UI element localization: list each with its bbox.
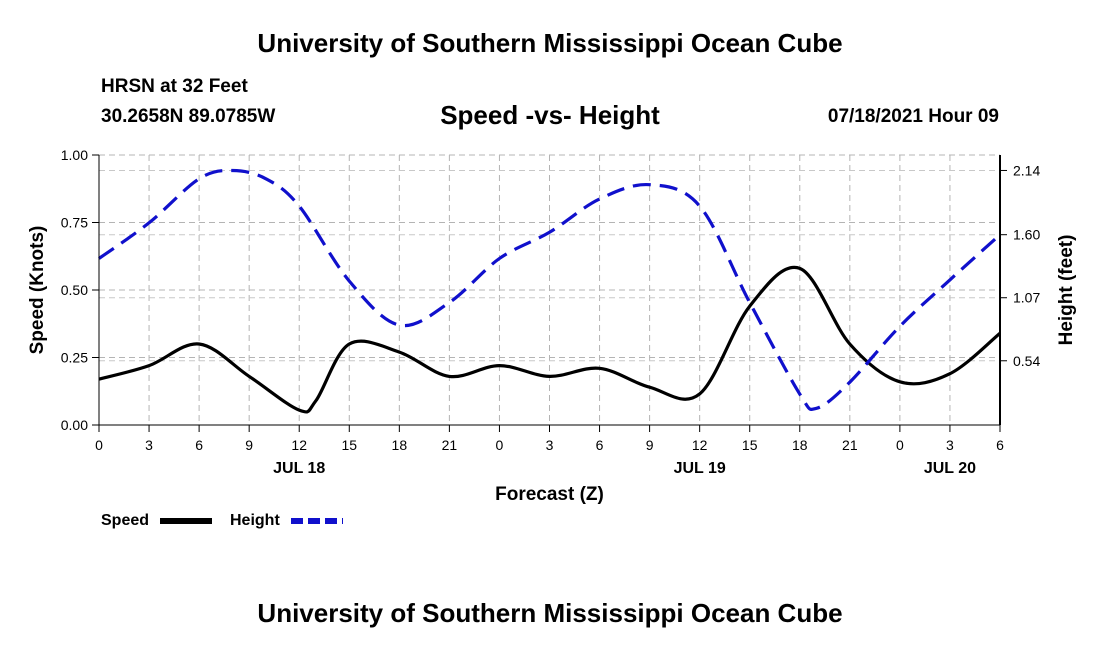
y-axis-title-left: Speed (Knots) xyxy=(27,226,48,355)
legend-label-height: Height xyxy=(230,512,280,529)
page-title: University of Southern Mississippi Ocean… xyxy=(257,28,843,58)
x-tick-label: 0 xyxy=(95,437,103,453)
y-axis-title-right: Height (feet) xyxy=(1056,235,1077,346)
x-date-label: JUL 19 xyxy=(674,460,726,477)
series-line-height xyxy=(98,168,1002,411)
x-tick-label: 3 xyxy=(145,437,153,453)
y-tick-label-right: 2.14 xyxy=(1013,162,1040,178)
x-tick-label: 12 xyxy=(291,437,307,453)
grid-lines xyxy=(99,154,1000,425)
axes xyxy=(92,154,1007,432)
x-tick-label: 0 xyxy=(496,437,504,453)
x-tick-label: 6 xyxy=(195,437,203,453)
y-tick-label-right: 1.60 xyxy=(1013,227,1040,243)
x-axis-title: Forecast (Z) xyxy=(495,484,604,505)
series-lines xyxy=(98,168,1002,414)
legend: Speed Height xyxy=(101,512,343,529)
chart-title: Speed -vs- Height xyxy=(440,100,660,130)
x-date-label: JUL 18 xyxy=(273,460,325,477)
y-tick-label-left: 0.75 xyxy=(61,215,88,231)
station-coordinates: 30.2658N 89.0785W xyxy=(101,106,276,127)
y-tick-label-left: 0.25 xyxy=(61,350,88,366)
series-line-speed xyxy=(98,265,1002,414)
x-tick-label: 21 xyxy=(842,437,858,453)
axis-labels: 0 3 6 9 12 15 18 21 0 3 6 9 12 15 18 21 0 3 6 JUL 18 JUL 19 J… xyxy=(27,147,1077,505)
x-tick-label: 3 xyxy=(946,437,954,453)
x-tick-label: 15 xyxy=(742,437,758,453)
y-tick-label-left: 1.00 xyxy=(61,147,88,163)
x-tick-label: 21 xyxy=(442,437,458,453)
y-tick-label-left: 0.50 xyxy=(61,282,88,298)
x-date-label: JUL 20 xyxy=(924,460,976,477)
footer-title: University of Southern Mississippi Ocean… xyxy=(257,598,843,628)
forecast-run-time: 07/18/2021 Hour 09 xyxy=(827,106,999,127)
x-tick-label: 0 xyxy=(896,437,904,453)
x-tick-label: 18 xyxy=(392,437,408,453)
y-tick-label-left: 0.00 xyxy=(61,417,88,433)
x-tick-label: 6 xyxy=(596,437,604,453)
y-tick-label-right: 1.07 xyxy=(1013,290,1040,306)
x-tick-label: 12 xyxy=(692,437,708,453)
x-tick-label: 6 xyxy=(996,437,1004,453)
x-tick-label: 18 xyxy=(792,437,808,453)
x-tick-label: 3 xyxy=(546,437,554,453)
legend-label-speed: Speed xyxy=(101,512,149,529)
station-label: HRSN at 32 Feet xyxy=(101,76,248,97)
x-tick-label: 9 xyxy=(245,437,253,453)
x-tick-label: 9 xyxy=(646,437,654,453)
x-tick-label: 15 xyxy=(341,437,357,453)
y-tick-label-right: 0.54 xyxy=(1013,353,1040,369)
